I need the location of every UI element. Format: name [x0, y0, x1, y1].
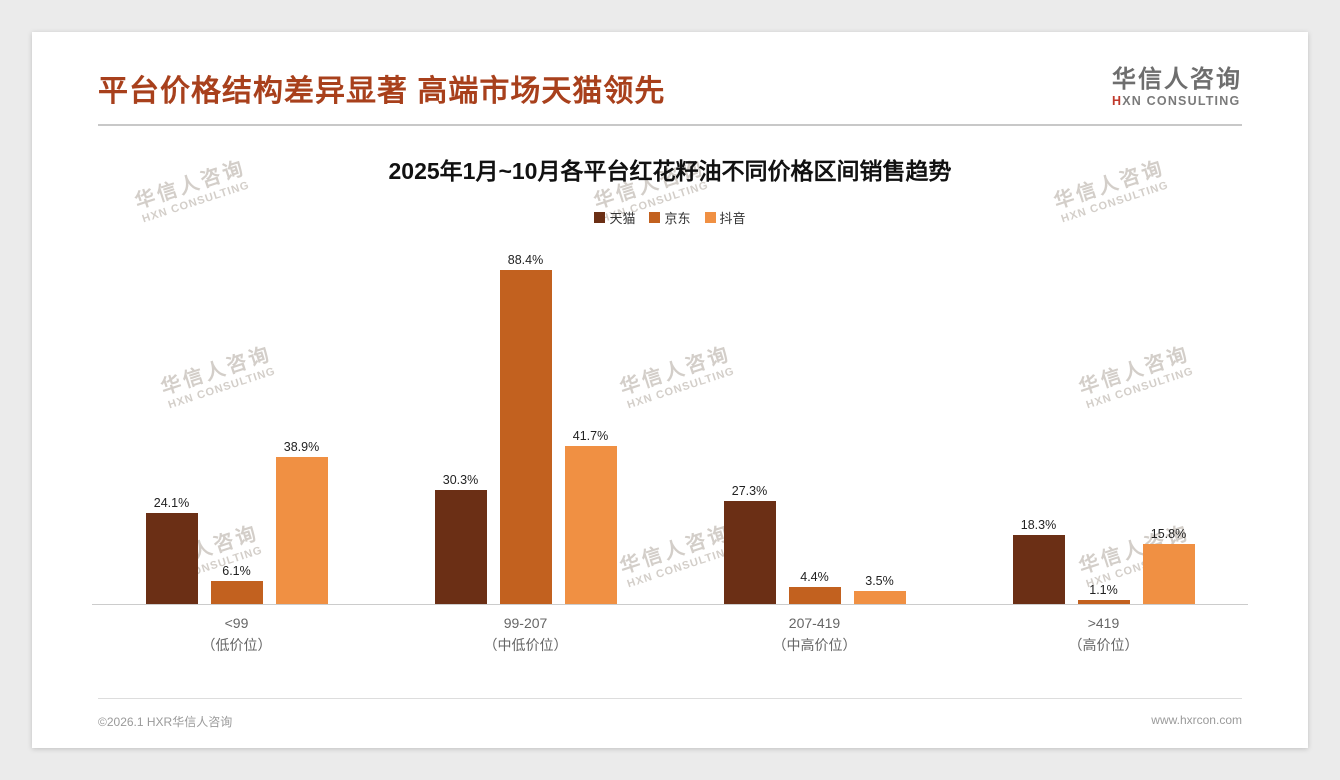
company-logo: 华信人咨询 HXN CONSULTING — [1112, 66, 1242, 108]
bar-wrap: 1.1% — [1077, 583, 1130, 604]
bar-value-label: 88.4% — [507, 253, 544, 267]
bar-value-label: 41.7% — [572, 429, 609, 443]
bar-天猫 — [723, 501, 776, 604]
bar-京东 — [499, 270, 552, 604]
bar-天猫 — [1012, 535, 1065, 604]
x-axis-label: 99-207 （中低价位） — [483, 615, 568, 653]
bar-wrap: 38.9% — [275, 440, 328, 604]
bar-抖音 — [564, 446, 617, 604]
bar-京东 — [1077, 600, 1130, 604]
legend-item: 京东 — [649, 208, 691, 227]
bar-wrap: 18.3% — [1012, 518, 1065, 604]
bar-wrap: 88.4% — [499, 253, 552, 604]
bar-group: 27.3% 4.4% 3.5% — [723, 484, 906, 604]
bar-value-label: 30.3% — [442, 473, 479, 487]
legend-item: 抖音 — [704, 208, 746, 227]
bar-value-label: 3.5% — [865, 574, 894, 588]
x-axis-labels: <99 （低价位） 99-207 （中低价位） 207-419 （中高价位） >419 （高价… — [92, 613, 1248, 656]
bar-value-label: 4.4% — [800, 570, 829, 584]
bar-value-label: 6.1% — [222, 564, 251, 578]
slide-footer: ©2026.1 HXR华信人咨询 www.hxrcon.com — [98, 698, 1242, 748]
bar-group: 24.1% 6.1% 38.9% — [145, 440, 328, 604]
bar-wrap: 30.3% — [434, 473, 487, 604]
bar-抖音 — [853, 591, 906, 604]
x-axis-label: <99 （低价位） — [201, 615, 272, 653]
x-axis-label: >419 （高价位） — [1068, 615, 1139, 653]
bar-wrap: 3.5% — [853, 574, 906, 604]
bar-京东 — [210, 581, 263, 604]
bar-value-label: 18.3% — [1020, 518, 1057, 532]
legend-swatch-icon — [594, 212, 606, 223]
legend-item: 天猫 — [594, 208, 635, 227]
legend-swatch-icon — [649, 212, 661, 223]
bar-天猫 — [145, 513, 198, 604]
logo-en-text: HXN CONSULTING — [1112, 93, 1241, 108]
x-axis-label: 207-419 （中高价位） — [772, 615, 857, 653]
chart-legend: 天猫 京东 抖音 — [32, 208, 1308, 227]
bar-天猫 — [434, 490, 487, 604]
bar-wrap: 24.1% — [145, 496, 198, 604]
bar-value-label: 1.1% — [1089, 583, 1118, 597]
bar-value-label: 15.8% — [1150, 527, 1187, 541]
bar-group: 30.3% 88.4% 41.7% — [434, 253, 617, 604]
website-text: www.hxrcon.com — [1151, 713, 1242, 727]
bar-wrap: 41.7% — [564, 429, 617, 604]
legend-label: 天猫 — [609, 211, 636, 226]
bar-wrap: 15.8% — [1142, 527, 1195, 604]
bar-chart: 24.1% 6.1% 38.9% 30.3% 88.4% 41.7% 27.3% 4.4% 3.… — [92, 233, 1248, 605]
legend-label: 抖音 — [719, 211, 746, 226]
bar-抖音 — [275, 457, 328, 604]
page-title: 平台价格结构差异显著 高端市场天猫领先 — [98, 75, 666, 108]
bar-wrap: 6.1% — [210, 564, 263, 604]
bar-wrap: 27.3% — [723, 484, 776, 604]
copyright-text: ©2026.1 HXR华信人咨询 — [98, 715, 233, 729]
slide-content: 平台价格结构差异显著 高端市场天猫领先 华信人咨询 HXN CONSULTING… — [32, 32, 1308, 748]
bar-value-label: 27.3% — [731, 484, 768, 498]
bar-value-label: 38.9% — [283, 440, 320, 454]
slide-card: 华信人咨询 HXN CONSULTING 华信人咨询 HXN CONSULTING 华信… — [32, 32, 1308, 748]
legend-swatch-icon — [704, 212, 716, 223]
chart-title: 2025年1月~10月各平台红花籽油不同价格区间销售趋势 — [388, 158, 952, 184]
slide-header: 平台价格结构差异显著 高端市场天猫领先 华信人咨询 HXN CONSULTING — [32, 32, 1308, 110]
header-divider — [98, 124, 1242, 126]
legend-label: 京东 — [664, 211, 691, 226]
logo-cn-text: 华信人咨询 — [1112, 66, 1242, 93]
bar-group: 18.3% 1.1% 15.8% — [1012, 518, 1195, 604]
bar-wrap: 4.4% — [788, 570, 841, 604]
bar-抖音 — [1142, 544, 1195, 604]
bar-京东 — [788, 587, 841, 604]
bar-value-label: 24.1% — [153, 496, 190, 510]
